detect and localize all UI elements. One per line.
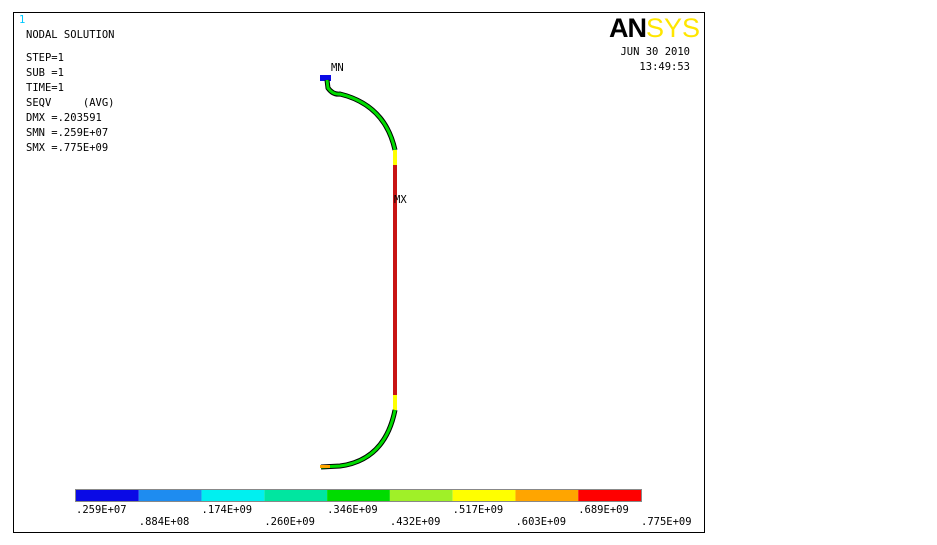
legend-label: .689E+09 bbox=[578, 504, 629, 516]
model-element bbox=[320, 75, 331, 81]
legend-label: .346E+09 bbox=[327, 504, 378, 516]
info-line: SMX =.775E+09 bbox=[26, 142, 108, 154]
model-element bbox=[320, 409, 397, 469]
logo-sys: SYS bbox=[646, 13, 700, 43]
legend-label: .775E+09 bbox=[641, 516, 692, 528]
info-line: STEP=1 bbox=[26, 52, 64, 64]
legend-swatch bbox=[201, 490, 265, 501]
legend-label: .174E+09 bbox=[202, 504, 253, 516]
legend-swatch bbox=[389, 490, 453, 501]
legend-swatch bbox=[515, 490, 579, 501]
legend-swatch bbox=[138, 490, 202, 501]
legend-label: .259E+07 bbox=[76, 504, 127, 516]
time: 13:49:53 bbox=[639, 61, 690, 73]
info-line: TIME=1 bbox=[26, 82, 64, 94]
legend-label: .603E+09 bbox=[515, 516, 566, 528]
info-line: SMN =.259E+07 bbox=[26, 127, 108, 139]
info-line: SEQV (AVG) bbox=[26, 97, 115, 109]
legend-label: .432E+09 bbox=[390, 516, 441, 528]
legend-label: .884E+08 bbox=[139, 516, 190, 528]
info-line: SUB =1 bbox=[26, 67, 64, 79]
max-marker: MX bbox=[394, 194, 407, 206]
model bbox=[320, 75, 398, 470]
model-element bbox=[325, 79, 397, 151]
date: JUN 30 2010 bbox=[620, 46, 690, 58]
info-line: DMX =.203591 bbox=[26, 112, 102, 124]
plot-frame bbox=[13, 12, 705, 533]
legend-swatch bbox=[578, 490, 641, 501]
info-title: NODAL SOLUTION bbox=[26, 29, 115, 41]
legend-swatch bbox=[264, 490, 328, 501]
legend-frame bbox=[75, 489, 642, 502]
logo: ANSYS bbox=[609, 13, 700, 43]
legend-swatch bbox=[452, 490, 516, 501]
model-element bbox=[320, 465, 330, 468]
legend-label: .517E+09 bbox=[453, 504, 504, 516]
legend-swatch bbox=[327, 490, 390, 501]
legend: .259E+07 .884E+08 .174E+09 .260E+09 .346E+09… bbox=[76, 490, 692, 528]
info-block: STEP=1 SUB =1 TIME=1 SEQV (AVG) DMX =.203591… bbox=[26, 52, 115, 154]
logo-an: AN bbox=[609, 13, 646, 43]
window-number: 1 bbox=[19, 14, 25, 26]
min-marker: MN bbox=[331, 62, 344, 74]
legend-label: .260E+09 bbox=[264, 516, 315, 528]
legend-swatch bbox=[76, 490, 139, 501]
